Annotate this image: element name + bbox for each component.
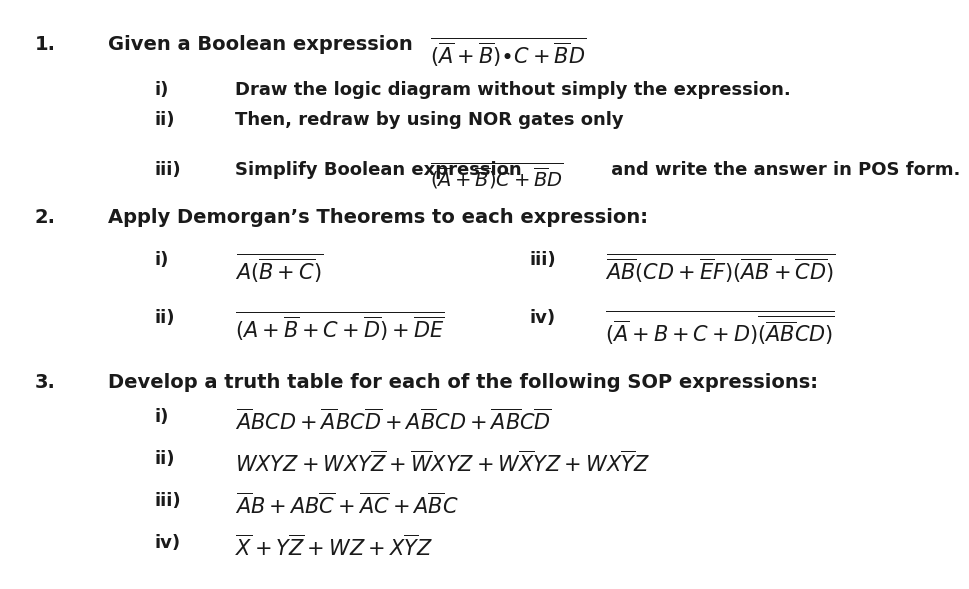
Text: Draw the logic diagram without simply the expression.: Draw the logic diagram without simply th… [234,81,790,99]
Text: Then, redraw by using NOR gates only: Then, redraw by using NOR gates only [234,111,623,129]
Text: Develop a truth table for each of the following SOP expressions:: Develop a truth table for each of the fo… [108,373,817,392]
Text: 2.: 2. [35,208,56,227]
Text: Apply Demorgan’s Theorems to each expression:: Apply Demorgan’s Theorems to each expres… [108,208,647,227]
Text: 1.: 1. [35,35,56,54]
Text: and write the answer in POS form.: and write the answer in POS form. [605,161,959,179]
Text: ii): ii) [155,111,175,129]
Text: iii): iii) [155,161,181,179]
Text: $\overline{A(\overline{B+C})}$: $\overline{A(\overline{B+C})}$ [234,251,323,284]
Text: iv): iv) [529,309,555,327]
Text: $WXYZ+WXY\overline{Z}+\overline{W}XYZ+W\overline{X}YZ+WX\overline{Y}Z$: $WXYZ+WXY\overline{Z}+\overline{W}XYZ+W\… [234,450,649,475]
Text: 3.: 3. [35,373,56,392]
Text: $\overline{\overline{AB}(CD+\overline{E}F)(\overline{AB}+\overline{CD})}$: $\overline{\overline{AB}(CD+\overline{E}… [605,251,834,284]
Text: iii): iii) [155,492,181,510]
Text: $\overline{A}BCD+\overline{A}BC\overline{D}+A\overline{B}CD+\overline{A}\overlin: $\overline{A}BCD+\overline{A}BC\overline… [234,408,551,434]
Text: i): i) [155,408,170,426]
Text: ii): ii) [155,450,175,468]
Text: $\overline{X}+Y\overline{Z}+WZ+X\overline{Y}Z$: $\overline{X}+Y\overline{Z}+WZ+X\overlin… [234,534,432,560]
Text: i): i) [155,251,170,269]
Text: $\overline{A}B+AB\overline{C}+\overline{A}\overline{C}+A\overline{B}C$: $\overline{A}B+AB\overline{C}+\overline{… [234,492,458,518]
Text: $\overline{(\overline{A}+B+C+D)\overline{(\overline{AB}CD)}}$: $\overline{(\overline{A}+B+C+D)\overline… [605,309,834,348]
Text: $\overline{(\overline{A}+\overline{B}){\bullet}C+\overline{B}D}$: $\overline{(\overline{A}+\overline{B}){\… [429,35,585,68]
Text: i): i) [155,81,170,99]
Text: iii): iii) [529,251,556,269]
Text: Given a Boolean expression: Given a Boolean expression [108,35,413,54]
Text: ii): ii) [155,309,175,327]
Text: $\overline{(\overline{A}+\overline{B})C+\overline{B}D}$: $\overline{(\overline{A}+\overline{B})C+… [429,161,563,191]
Text: Simplify Boolean expression: Simplify Boolean expression [234,161,521,179]
Text: $\overline{(A+\overline{B}+C+\overline{D})+\overline{DE}}$: $\overline{(A+\overline{B}+C+\overline{D… [234,309,444,343]
Text: iv): iv) [155,534,181,552]
